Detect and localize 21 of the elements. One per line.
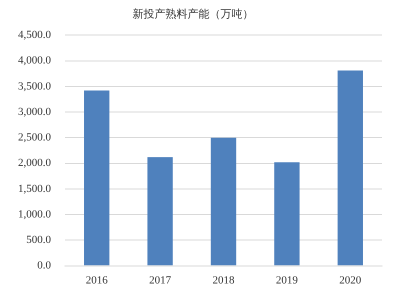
bar bbox=[147, 157, 173, 266]
y-tick-label: 3,000.0 bbox=[18, 106, 52, 118]
y-tick-label: 4,500.0 bbox=[18, 29, 52, 42]
y-tick-label: 4,000.0 bbox=[18, 54, 52, 67]
chart-title: 新投产熟料产能（万吨） bbox=[132, 7, 254, 20]
x-tick-label: 2020 bbox=[339, 274, 362, 286]
y-tick-label: 2,000.0 bbox=[18, 157, 52, 170]
y-tick-label: 2,500.0 bbox=[18, 132, 52, 144]
y-tick-label: 3,500.0 bbox=[18, 80, 52, 92]
y-tick-label: 1,000.0 bbox=[18, 208, 52, 220]
x-tick-label: 2018 bbox=[212, 274, 235, 286]
bar bbox=[274, 162, 300, 266]
x-tick-label: 2019 bbox=[276, 274, 298, 286]
y-tick-label: 500.0 bbox=[26, 234, 52, 246]
bar bbox=[210, 138, 236, 266]
bar bbox=[84, 90, 110, 266]
x-tick-label: 2017 bbox=[149, 274, 172, 286]
x-tick-label: 2016 bbox=[86, 274, 108, 286]
bar bbox=[338, 70, 363, 266]
y-tick-label: 1,500.0 bbox=[18, 182, 52, 195]
y-tick-label: 0.0 bbox=[37, 260, 52, 272]
